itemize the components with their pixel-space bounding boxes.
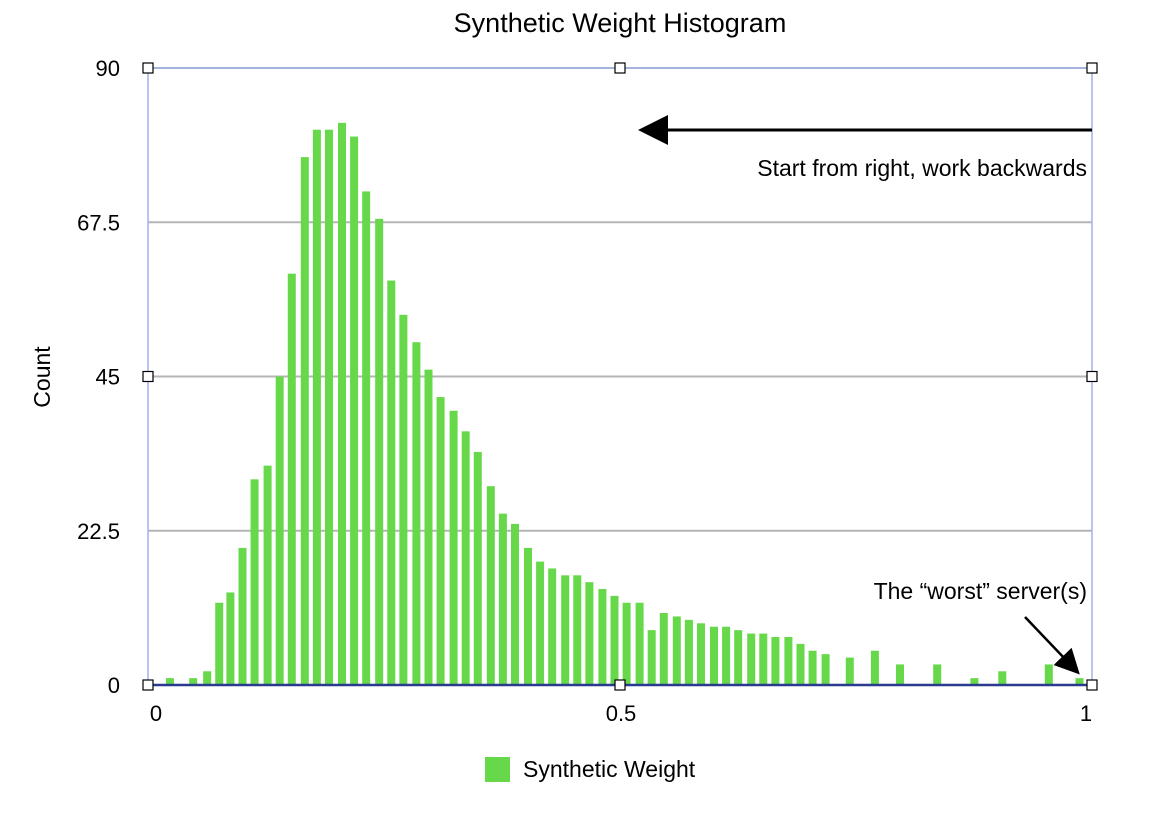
histogram-bar [486,486,495,685]
histogram-bar [215,602,224,685]
histogram-bar [473,451,482,685]
bars [165,122,1084,686]
y-axis-label: Count [29,346,55,408]
histogram-bar [684,619,693,685]
histogram-bar [845,657,854,685]
legend-swatch [485,757,510,782]
chart-title: Synthetic Weight Histogram [454,8,787,38]
histogram-bar [734,630,743,685]
histogram-bar [250,479,259,685]
histogram-bar [672,616,681,685]
histogram-bar [275,376,284,685]
histogram-bar [635,602,644,685]
histogram-bar [598,589,607,685]
histogram-bar [263,465,272,685]
histogram-bar [350,136,359,686]
annotation-worst-servers: The “worst” server(s) [874,578,1087,604]
histogram-bar [933,664,942,685]
x-tick-label: 0 [150,701,162,726]
y-axis-ticks: 0 22.5 45 67.5 90 [77,56,120,698]
y-tick-label: 0 [108,673,120,698]
histogram-bar [722,626,731,685]
worst-server-arrow [1024,616,1080,675]
legend: Synthetic Weight [485,757,695,782]
legend-label: Synthetic Weight [523,756,696,782]
y-tick-label: 67.5 [77,210,120,235]
histogram-bar [896,664,904,685]
histogram-bar [647,630,656,685]
histogram-bar [561,575,570,685]
histogram-bar [573,575,582,685]
resize-handle[interactable] [614,679,626,691]
histogram-bar [585,582,594,685]
resize-handle[interactable] [1086,62,1098,74]
histogram-bar [610,595,619,685]
histogram-bar [424,369,433,685]
histogram-bar [238,547,247,685]
histogram-bar [1044,664,1053,685]
y-tick-label: 90 [96,56,120,81]
resize-handle[interactable] [142,679,154,691]
histogram-bar [696,623,705,685]
histogram-bar [870,650,879,685]
histogram-bar [998,671,1007,685]
histogram-bar [498,513,507,685]
x-tick-label: 0.5 [606,701,637,726]
histogram-bar [338,122,346,686]
histogram-bar [312,129,321,685]
x-tick-label: 1 [1080,701,1092,726]
histogram-bar [324,129,333,685]
histogram-bar [300,157,309,686]
histogram-bar [226,592,235,685]
x-axis-ticks: 0 0.5 1 [150,701,1092,726]
histogram-bar [821,654,830,685]
histogram-bar [387,280,396,685]
histogram-bar [759,633,768,685]
histogram-bar [510,523,519,685]
histogram-bar [399,314,408,685]
resize-handle[interactable] [142,62,154,74]
histogram-bar [771,637,780,685]
histogram-bar [747,633,756,685]
resize-handle[interactable] [1086,679,1098,691]
histogram-bar [808,650,817,685]
resize-handle[interactable] [1086,370,1098,383]
histogram-bar [165,678,174,685]
histogram-bar [1075,678,1084,685]
histogram-bar [784,637,793,685]
histogram-bar [710,626,718,685]
histogram-bar [524,547,532,685]
y-tick-label: 22.5 [77,519,120,544]
histogram-bar [548,568,557,685]
annotation-start-right: Start from right, work backwards [757,155,1087,181]
histogram-bar [449,410,458,685]
histogram-bar [659,613,668,685]
resize-handle[interactable] [614,62,626,74]
histogram-bar [436,397,445,685]
histogram-bar [461,431,470,685]
selection-handles[interactable] [142,62,1098,691]
y-tick-label: 45 [96,365,120,390]
histogram-bar [536,561,545,685]
resize-handle[interactable] [142,370,154,383]
histogram-bar [375,218,384,686]
histogram-bar [622,602,631,685]
histogram-bar [412,342,421,685]
histogram-bar [203,671,212,685]
histogram-bar [287,273,296,685]
histogram-bar [970,678,979,685]
histogram-bar [189,678,198,685]
histogram-bar [796,643,805,685]
histogram-bar [362,191,371,685]
